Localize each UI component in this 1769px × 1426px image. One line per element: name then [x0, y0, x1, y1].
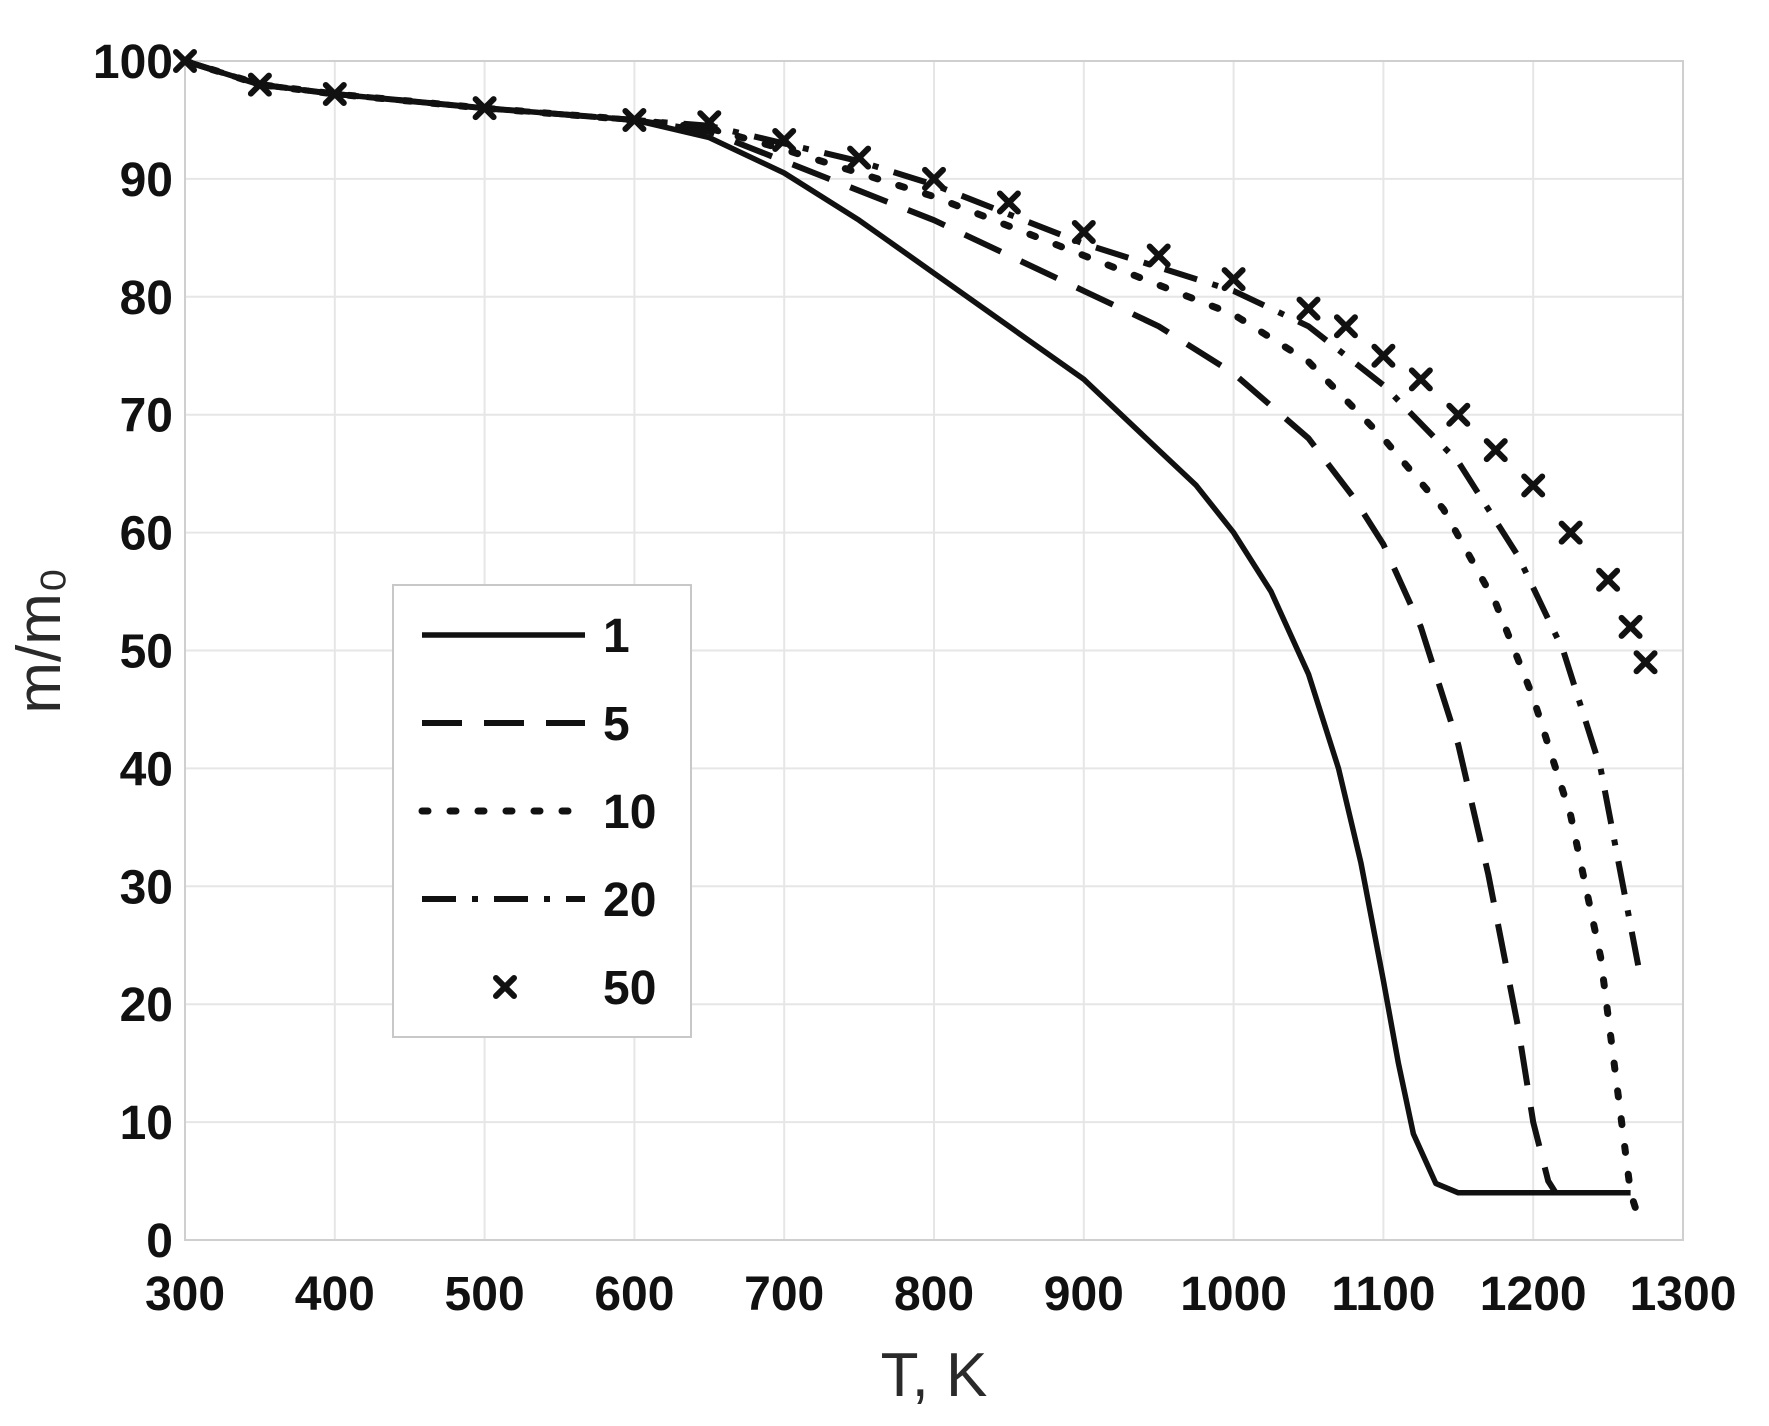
data-point-marker	[922, 166, 946, 191]
data-point-marker	[1408, 367, 1433, 392]
data-point-marker	[772, 127, 797, 152]
data-point-marker	[322, 82, 347, 107]
legend-item: 50	[493, 962, 656, 1015]
legend-item: 5	[422, 698, 630, 751]
y-tick-label: 80	[120, 272, 173, 325]
data-point-marker	[1446, 402, 1471, 427]
x-tick-label: 400	[295, 1268, 375, 1321]
legend-item: 10	[418, 786, 656, 839]
x-tick-label: 1200	[1480, 1268, 1587, 1321]
y-tick-label: 30	[120, 861, 173, 914]
series-50	[173, 49, 1658, 675]
legend-item: 1	[422, 610, 630, 663]
series-5	[184, 58, 1559, 1195]
data-point-marker	[1618, 614, 1643, 639]
y-tick-label: 60	[120, 508, 173, 561]
y-tick-label: 40	[120, 743, 173, 796]
y-tick-label: 90	[120, 154, 173, 207]
data-point-marker	[1521, 473, 1546, 498]
series-line	[184, 58, 1559, 1195]
data-point-marker	[1296, 296, 1321, 321]
y-tick-label: 0	[146, 1215, 173, 1268]
x-tick-label: 600	[594, 1268, 674, 1321]
x-tick-label: 900	[1044, 1268, 1124, 1321]
y-tick-label: 100	[93, 36, 173, 89]
x-tick-label: 800	[894, 1268, 974, 1321]
data-point-marker	[472, 96, 497, 121]
y-axis-label: m/m₀	[5, 567, 74, 713]
data-point-marker	[1596, 567, 1621, 592]
data-point-marker	[173, 49, 197, 73]
data-point-marker	[1371, 343, 1396, 368]
data-point-marker	[1146, 243, 1171, 268]
data-point-marker	[847, 145, 872, 170]
legend-item: 20	[422, 874, 656, 927]
x-axis-label: T, K	[881, 1341, 988, 1410]
y-tick-label: 50	[120, 626, 173, 679]
legend-label: 20	[603, 874, 656, 927]
x-tick-label: 300	[145, 1268, 225, 1321]
legend-marker-icon	[493, 975, 517, 999]
data-point-marker	[1221, 267, 1246, 292]
data-point-marker	[1333, 314, 1358, 339]
legend-label: 5	[603, 698, 630, 751]
x-tick-label: 1100	[1331, 1268, 1435, 1321]
series-group	[173, 49, 1658, 1220]
y-tick-label: 20	[120, 979, 173, 1032]
data-point-marker	[622, 107, 647, 132]
data-point-marker	[1483, 438, 1508, 463]
data-point-marker	[697, 110, 722, 135]
x-tick-label: 1000	[1180, 1268, 1287, 1321]
x-tick-label: 1300	[1630, 1268, 1737, 1321]
legend-label: 50	[603, 962, 656, 1015]
y-tick-label: 10	[120, 1097, 173, 1150]
data-point-marker	[996, 190, 1021, 215]
legend: 1 5 10 20 50	[392, 584, 692, 1038]
data-point-marker	[1558, 520, 1583, 545]
grid	[184, 60, 1684, 1241]
plot-area-frame	[184, 60, 1684, 1241]
y-tick-label: 70	[120, 390, 173, 443]
legend-label: 10	[603, 786, 656, 839]
series-line	[181, 57, 1642, 1220]
x-tick-label: 500	[445, 1268, 525, 1321]
data-point-marker	[1071, 219, 1096, 244]
data-point-marker	[1633, 650, 1658, 675]
data-point-marker	[247, 72, 272, 97]
axis-ticks: 300 400 500 600 700 800 900 1000 1100 1200 1300010…	[93, 36, 1736, 1321]
x-tick-label: 700	[744, 1268, 824, 1321]
legend-label: 1	[603, 610, 630, 663]
series-10	[181, 57, 1642, 1220]
